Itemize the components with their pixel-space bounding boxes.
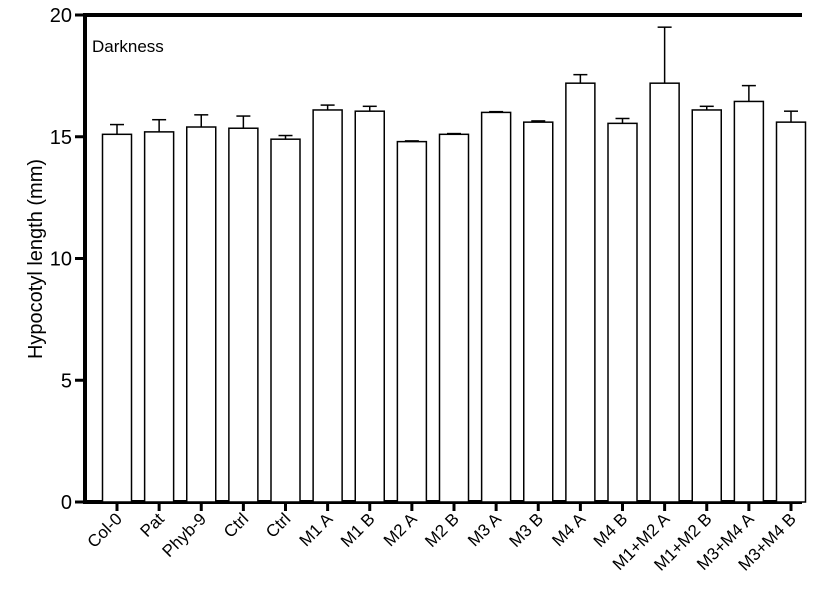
bar (354, 110, 385, 503)
bar (607, 122, 638, 503)
bar (396, 140, 428, 503)
x-tick-label: Ctrl (262, 509, 294, 541)
bar (691, 109, 722, 503)
y-tick-label: 15 (50, 127, 72, 149)
y-tick-label: 20 (50, 5, 72, 27)
y-tick-label: 10 (50, 249, 72, 271)
y-axis-label: Hypocotyl length (mm) (25, 159, 47, 359)
bar (438, 133, 470, 503)
x-tick-label: Pat (136, 509, 168, 541)
bar (186, 126, 217, 503)
bar (775, 121, 807, 503)
x-tick-label: M4 A (548, 509, 589, 550)
bar (143, 131, 175, 503)
y-tick-label: 5 (61, 370, 72, 392)
y-tick-label: 0 (61, 492, 72, 514)
x-tick-label: M2 B (421, 509, 462, 550)
bar-series (101, 26, 807, 503)
chart-annotation: Darkness (92, 37, 164, 56)
bar (480, 111, 512, 503)
bar (733, 100, 765, 503)
y-axis-ticks: 0 5 10 15 20 (50, 5, 85, 514)
x-tick-label: Phyb-9 (159, 509, 211, 561)
bar (523, 121, 554, 503)
x-tick-label: M2 A (380, 509, 421, 550)
bar (649, 82, 680, 503)
bar (312, 109, 343, 503)
bar (101, 133, 133, 503)
x-tick-label: M1 A (296, 509, 337, 550)
x-tick-label: M3 B (506, 509, 547, 550)
x-tick-label: M1 B (337, 509, 378, 550)
bar (228, 127, 259, 503)
bar (565, 82, 596, 503)
bar (270, 138, 301, 503)
x-tick-label: Ctrl (220, 509, 252, 541)
x-tick-label: M3 A (464, 509, 505, 550)
x-tick-label: Col-0 (84, 509, 126, 551)
